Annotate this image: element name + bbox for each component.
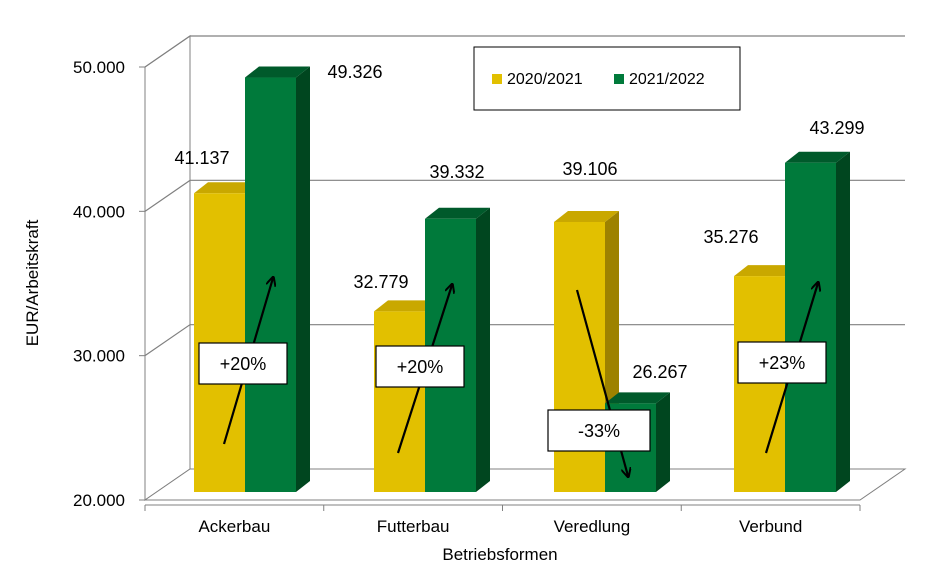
legend-box: [473, 46, 741, 111]
legend: 2020/2021 2021/2022: [473, 46, 741, 111]
bar-side: [836, 151, 850, 493]
bar-top: [554, 210, 619, 222]
grid-line: [144, 324, 905, 357]
change-indicator: +20%: [375, 285, 465, 454]
data-label: 49.326: [327, 62, 382, 82]
x-tick-label: Veredlung: [554, 517, 631, 536]
bar-side: [296, 66, 310, 492]
bar-side: [656, 392, 670, 492]
change-label: +23%: [759, 353, 806, 373]
bar-top: [425, 207, 490, 219]
change-label: -33%: [578, 421, 620, 441]
bar-verbund-2021-2022: [785, 151, 850, 493]
y-tick-label: 30.000: [73, 347, 125, 366]
grid-line: [144, 179, 905, 212]
bar-top: [734, 265, 799, 277]
side-wall: [144, 35, 191, 501]
y-tick-label: 20.000: [73, 491, 125, 510]
legend-swatch-2021-2022: [614, 74, 624, 84]
x-tick-label: Verbund: [739, 517, 802, 536]
change-indicator: +20%: [198, 278, 288, 445]
bar-top: [245, 66, 310, 78]
bar-front: [374, 311, 425, 492]
legend-label-2020-2021: 2020/2021: [507, 71, 583, 88]
y-axis-title: EUR/Arbeitskraft: [23, 219, 42, 346]
change-box: [375, 345, 465, 388]
grid-lines: [144, 35, 905, 357]
bar-front: [785, 162, 836, 493]
data-label: 32.779: [353, 272, 408, 292]
chart-walls: [143, 35, 907, 501]
x-axis: Ackerbau Futterbau Veredlung Verbund: [144, 504, 861, 536]
floor: [143, 468, 907, 501]
bar-ackerbau-2021-2022: [245, 66, 310, 492]
y-tick-label: 50.000: [73, 58, 125, 77]
data-label: 35.276: [703, 227, 758, 247]
bars: [194, 66, 850, 493]
x-tick-label: Ackerbau: [198, 517, 270, 536]
change-indicator: +23%: [737, 283, 827, 454]
y-axis: 20.000 30.000 40.000 50.000: [73, 58, 146, 510]
value-labels: 41.137 32.779 39.106 35.276 49.326 39.332 26.2…: [174, 62, 864, 382]
change-box: [737, 341, 827, 384]
data-label: 41.137: [174, 148, 229, 168]
change-label: +20%: [397, 357, 444, 377]
bar-top: [374, 300, 439, 312]
change-label: +20%: [220, 354, 267, 374]
legend-label-2021-2022: 2021/2022: [629, 71, 705, 88]
bar-side: [476, 207, 490, 492]
x-axis-title: Betriebsformen: [442, 545, 557, 564]
change-box: [547, 409, 651, 452]
x-tick-label: Futterbau: [377, 517, 450, 536]
change-indicator: -33%: [547, 289, 651, 476]
y-tick-label: 40.000: [73, 202, 125, 221]
change-arrows: +20% +20% -33% +23%: [198, 278, 827, 476]
legend-swatch-2020-2021: [492, 74, 502, 84]
change-box: [198, 342, 288, 385]
bar-front: [734, 276, 785, 492]
data-label: 39.332: [429, 162, 484, 182]
bar-top: [194, 182, 259, 194]
bar-top: [785, 151, 850, 163]
data-label: 43.299: [809, 118, 864, 138]
grid-line: [144, 35, 905, 68]
data-label: 39.106: [562, 159, 617, 179]
bar-top: [605, 392, 670, 404]
data-label: 26.267: [632, 362, 687, 382]
